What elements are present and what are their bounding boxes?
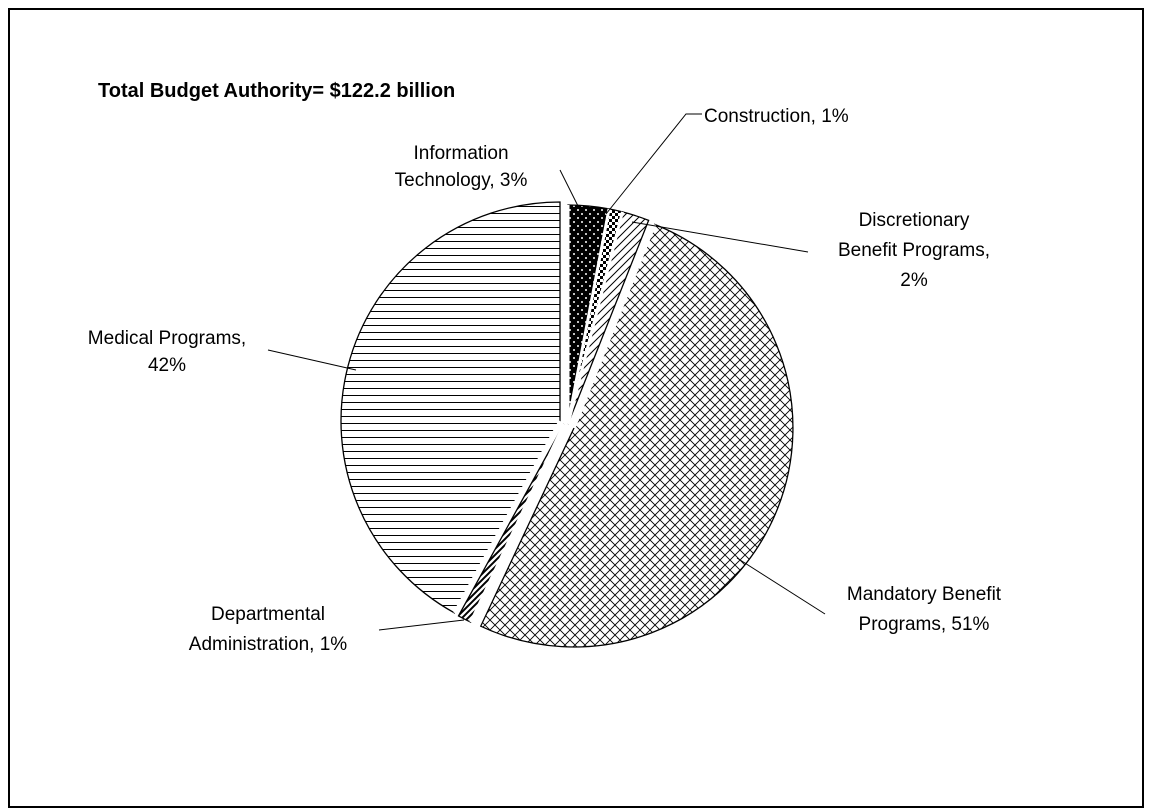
slice-label-line: Administration, 1% [189,634,348,655]
slice-gap [453,420,562,614]
pie-slice-mandatory-benefit-programs [479,223,794,648]
pie-slice-medical-programs [340,201,561,614]
slice-label-line: Programs, 51% [859,614,990,635]
leader-line-departmental-administration [378,619,465,631]
slice-label-information-technology: Information Technology, 3% [395,143,528,191]
leader-line-information-technology [559,169,581,211]
pie-chart: Total Budget Authority= $122.2 billion I… [88,80,1002,655]
slice-label-line: 2% [900,270,928,291]
leader-line-discretionary-benefit-programs [631,221,809,253]
chart-title: Total Budget Authority= $122.2 billion [98,80,455,102]
slice-gap [469,423,566,623]
chart-frame [8,8,1144,808]
leader-lines [267,113,826,631]
slice-label-medical-programs: Medical Programs, 42% [88,328,246,376]
slice-label-mandatory-benefit-programs: Mandatory Benefit Programs, 51% [847,584,1002,635]
leader-line-construction [605,113,702,215]
pie-slices [340,201,794,648]
slice-label-line: Departmental [211,604,325,625]
slice-label-departmental-administration: Departmental Administration, 1% [189,604,348,655]
slice-label-line: Mandatory Benefit [847,584,1002,605]
slice-gap [566,208,611,425]
slice-label-line: Benefit Programs, [838,240,990,261]
slice-label-line: Construction, 1% [704,106,849,127]
leader-line-medical-programs [267,349,357,371]
slice-labels: Information Technology, 3% Construction, 1… [88,106,1002,655]
slice-label-line: Discretionary [859,210,970,231]
slice-label-construction: Construction, 1% [704,106,849,127]
slice-label-line: Medical Programs, [88,328,246,349]
leader-line-mandatory-benefit-programs [736,557,826,615]
slice-label-discretionary-benefit-programs: Discretionary Benefit Programs, 2% [838,210,990,291]
slice-label-line: Information [413,143,508,164]
slice-label-line: Technology, 3% [395,170,528,191]
slice-gap [572,223,657,429]
slice-label-line: 42% [148,355,186,376]
slice-gap [566,211,624,425]
